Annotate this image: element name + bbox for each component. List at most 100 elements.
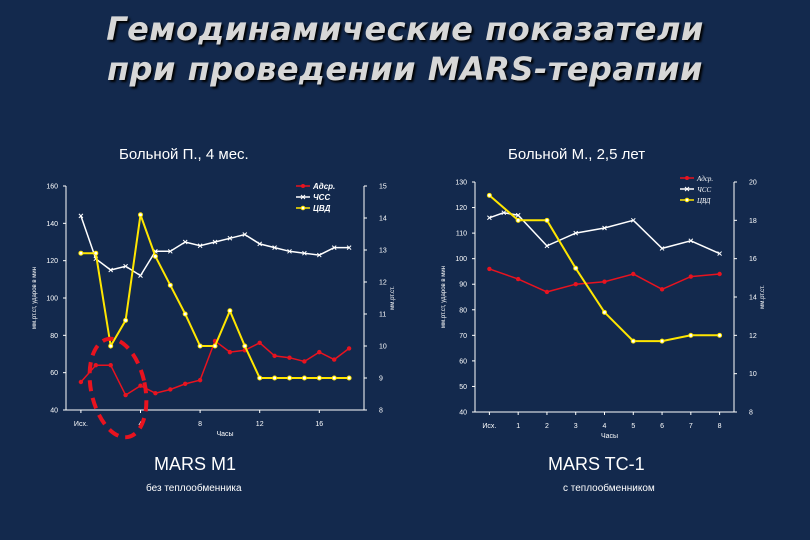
chart-1-subtitle: Больной П., 4 мес. — [119, 146, 249, 163]
y2-tick-label: 16 — [749, 256, 757, 263]
data-point — [688, 238, 694, 244]
data-point — [197, 243, 203, 249]
data-point — [272, 353, 277, 359]
slide-title-line-2: при проведении MARS-терапии — [107, 50, 703, 88]
data-point — [602, 309, 607, 315]
y-tick-label: 80 — [50, 333, 58, 340]
data-point — [688, 332, 694, 338]
y-tick-label: 120 — [455, 205, 467, 212]
x-tick-label: 7 — [689, 423, 693, 430]
data-point — [287, 355, 292, 360]
data-point — [573, 230, 579, 236]
y-tick-label: 140 — [46, 221, 58, 228]
y2-tick-label: 14 — [749, 295, 757, 302]
data-point — [544, 243, 550, 249]
data-point — [108, 267, 114, 273]
chart-2-subtitle: Больной М., 2,5 лет — [508, 146, 646, 163]
data-point — [138, 383, 143, 388]
data-point — [316, 252, 322, 258]
data-point — [573, 265, 579, 271]
data-point — [212, 343, 218, 349]
data-point — [78, 379, 84, 385]
data-point — [257, 340, 262, 345]
y2-tick-label: 15 — [379, 184, 387, 191]
data-point — [631, 271, 636, 277]
data-point — [287, 375, 292, 381]
x-axis-label: Часы — [216, 431, 233, 438]
data-point — [197, 343, 203, 349]
data-point — [108, 343, 114, 349]
data-point — [630, 338, 636, 344]
chart-1-note: без теплообменника — [146, 483, 242, 494]
data-point — [302, 359, 307, 364]
legend-marker — [684, 197, 690, 203]
data-point — [515, 212, 521, 218]
data-point — [515, 276, 521, 282]
data-point — [272, 375, 278, 381]
data-point — [332, 357, 337, 362]
y2-tick-label: 10 — [379, 344, 387, 351]
data-point — [167, 248, 173, 254]
data-point — [168, 387, 173, 392]
data-point — [688, 274, 694, 279]
y2-tick-label: 14 — [379, 216, 387, 223]
data-point — [123, 392, 128, 398]
data-point — [272, 245, 277, 250]
data-point — [93, 363, 99, 368]
legend-marker — [684, 186, 690, 192]
data-point — [602, 225, 607, 231]
data-point — [515, 217, 521, 223]
y2-tick-label: 10 — [749, 371, 757, 378]
y-tick-label: 160 — [46, 184, 58, 191]
y-tick-label: 100 — [46, 296, 58, 303]
data-point — [630, 217, 636, 223]
data-point — [93, 250, 99, 256]
x-tick-label: Исх. — [74, 421, 88, 428]
x-tick-label: 8 — [718, 423, 722, 430]
legend-marker — [685, 176, 689, 180]
legend-label: ЦВД — [696, 197, 711, 205]
x-axis-label: Часы — [601, 433, 618, 440]
y-tick-label: 70 — [459, 333, 467, 340]
y2-axis-label: мм.рт.ст. — [760, 285, 766, 309]
data-point — [257, 375, 263, 381]
data-point — [331, 245, 337, 250]
y-tick-label: 100 — [455, 256, 467, 263]
data-point — [346, 375, 352, 381]
data-point — [544, 217, 550, 223]
data-point — [182, 239, 188, 245]
data-point — [346, 346, 352, 351]
data-point — [486, 192, 492, 198]
legend-marker — [300, 205, 306, 211]
chart-1-caption: MARS M1 — [154, 454, 237, 474]
series-line-ЧСС — [489, 211, 720, 255]
x-tick-label: 8 — [198, 421, 202, 428]
y2-tick-label: 20 — [749, 180, 757, 187]
data-point — [659, 246, 665, 251]
data-point — [227, 308, 233, 314]
y-tick-label: 40 — [459, 410, 467, 417]
legend-marker — [301, 184, 305, 188]
y-tick-label: 130 — [455, 180, 467, 187]
y2-tick-label: 8 — [749, 410, 753, 417]
series-line-ЦВД — [488, 194, 720, 343]
legend-label: Адср. — [696, 175, 713, 183]
data-point — [487, 215, 492, 221]
x-tick-label: Исх. — [482, 423, 496, 430]
y2-axis-label: мм.рт.ст. — [390, 286, 396, 310]
x-tick-label: 12 — [256, 421, 264, 428]
data-point — [301, 375, 307, 381]
y-tick-label: 120 — [46, 258, 58, 265]
chart-2-note: с теплообменником — [563, 483, 655, 494]
y-tick-label: 50 — [459, 384, 467, 391]
data-point — [717, 332, 723, 338]
y2-tick-label: 13 — [379, 248, 387, 255]
x-tick-label: 3 — [574, 423, 578, 430]
y2-tick-label: 9 — [379, 376, 383, 383]
legend-label: ЧСС — [697, 186, 711, 194]
data-point — [182, 311, 188, 317]
data-point — [242, 343, 248, 349]
data-point — [138, 273, 143, 278]
data-point — [257, 241, 263, 247]
